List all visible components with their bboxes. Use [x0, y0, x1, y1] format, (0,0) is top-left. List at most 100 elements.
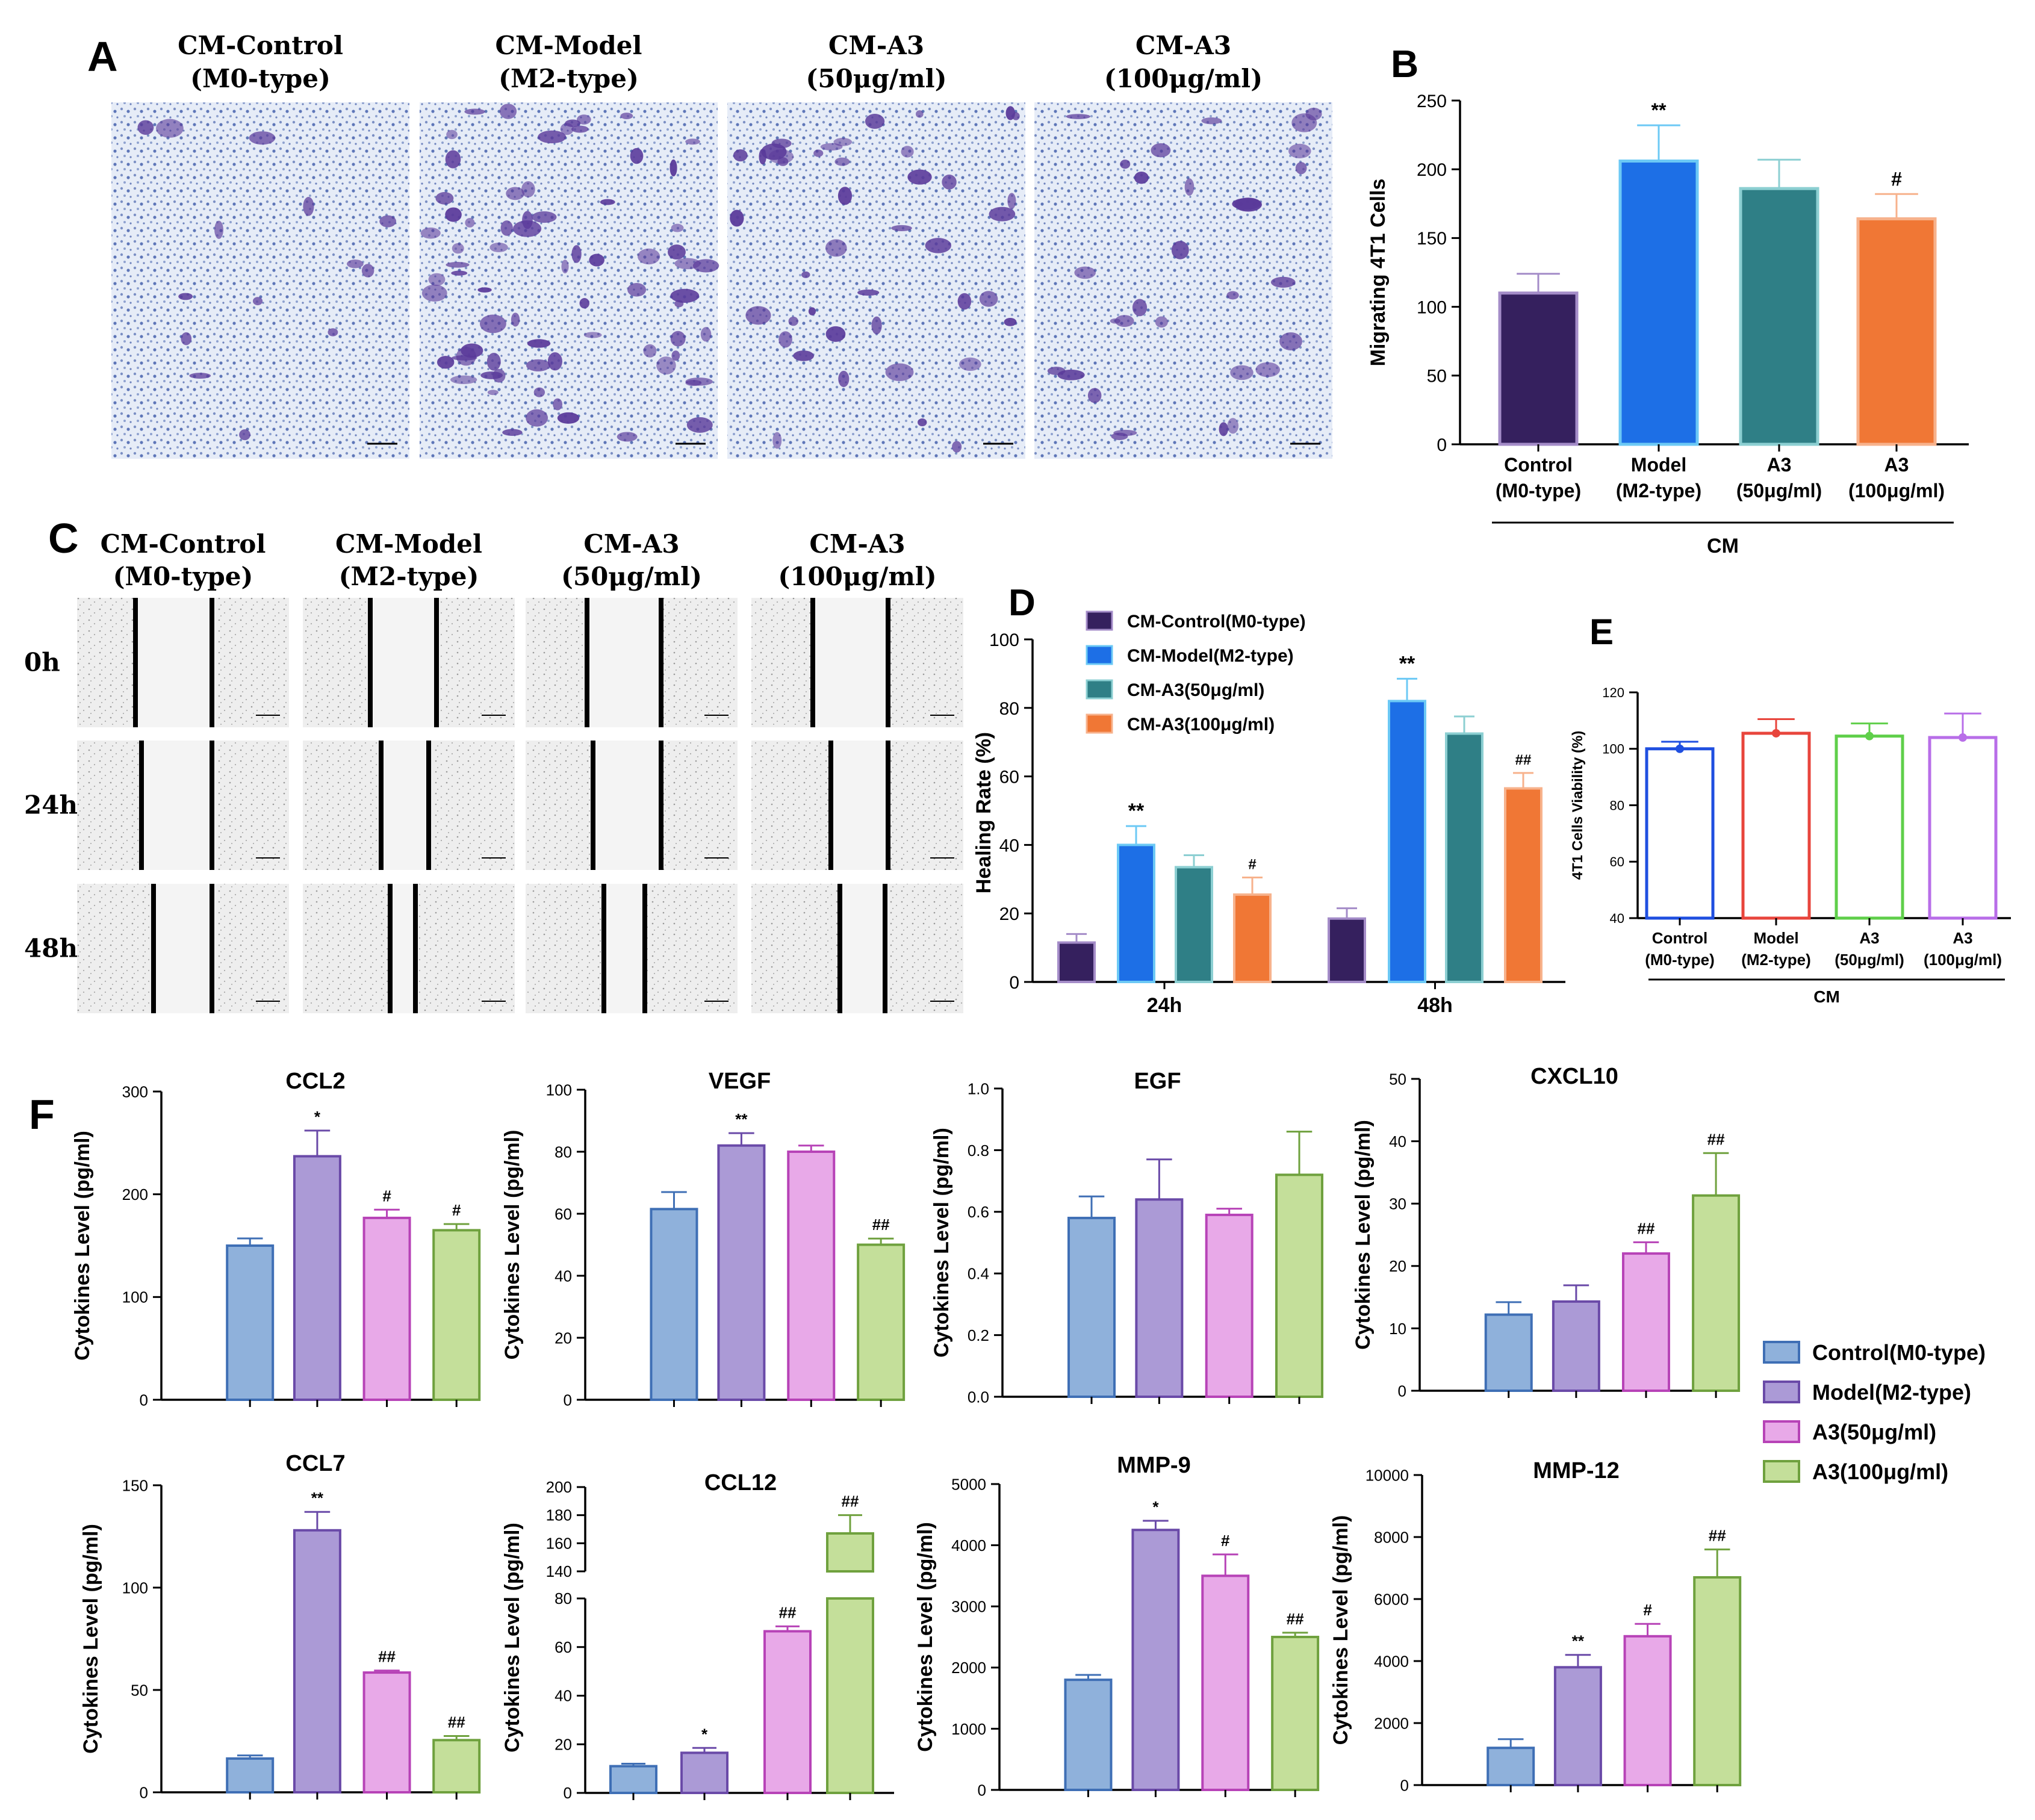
- wound-gap: [595, 741, 659, 870]
- group-label: CM: [1707, 535, 1739, 557]
- wound-edge-line: [426, 741, 431, 870]
- wound-gap: [606, 884, 643, 1013]
- y-tick-label: 80: [555, 1143, 572, 1161]
- stained-cell: [465, 218, 475, 228]
- panel-a-micrographs: CM-Control (M0-type) CM-Model (M2-type) CM-A…: [111, 31, 1332, 459]
- stained-cell: [565, 119, 581, 127]
- stained-cell: [778, 331, 792, 348]
- chart-F4: 0 10 20 30 40 50 Cytokines Level (pg/ml) CXCL10…: [1352, 1064, 1741, 1400]
- stained-cell: [1184, 178, 1195, 196]
- significance-mark: *: [1152, 1498, 1159, 1516]
- panel-c-label-line1: CM-Control: [101, 529, 266, 559]
- bar: [1328, 917, 1366, 983]
- stained-cell: [487, 390, 499, 396]
- stained-cell: [502, 429, 523, 436]
- y-axis-label: Cytokines Level (pg/ml): [71, 1131, 94, 1361]
- panel-letter-b: B: [1391, 42, 1418, 85]
- y-axis-label: Cytokines Level (pg/ml): [914, 1522, 937, 1752]
- y-tick-label: 6000: [1374, 1590, 1409, 1608]
- stained-cell: [577, 114, 591, 125]
- wound-edge-line: [368, 598, 373, 727]
- significance-mark: *: [314, 1108, 321, 1126]
- stained-cell: [1305, 107, 1322, 120]
- legend-label: A3(50μg/ml): [1812, 1420, 1936, 1444]
- bar: [1553, 1666, 1602, 1787]
- y-axis-label: Cytokines Level (pg/ml): [79, 1524, 102, 1754]
- stained-cell: [825, 326, 846, 342]
- y-tick-label: 50: [131, 1681, 148, 1699]
- wound-edge-line: [886, 741, 890, 870]
- stained-cell: [1151, 143, 1171, 158]
- y-tick-label: 0: [1398, 1382, 1406, 1400]
- stained-cell: [1005, 106, 1015, 120]
- y-axis-label: Cytokines Level (pg/ml): [501, 1523, 524, 1753]
- chart-title: CCL2: [285, 1069, 345, 1094]
- x-tick-label: A3: [1767, 454, 1792, 476]
- stained-cell: [989, 207, 1016, 222]
- stained-cell: [825, 239, 847, 257]
- chart-title: MMP-12: [1533, 1458, 1620, 1483]
- x-tick-label: (M0-type): [1496, 480, 1581, 502]
- y-axis-label: Healing Rate (%): [972, 732, 995, 893]
- y-tick-label: 60: [555, 1638, 572, 1656]
- stained-cell: [901, 146, 914, 158]
- bar: [432, 1229, 481, 1402]
- bar: [1064, 1679, 1113, 1792]
- stained-cell: [670, 331, 686, 347]
- stained-cell: [181, 332, 192, 346]
- panel-c-row-label: 24h: [24, 790, 78, 820]
- micrograph-image: [420, 102, 718, 459]
- wound-edge-line: [413, 884, 418, 1013]
- panel-a-label-line2: (100μg/ml): [1104, 64, 1263, 93]
- significance-mark: ##: [1709, 1527, 1726, 1545]
- y-tick-label: 20: [999, 904, 1019, 924]
- chart-F3: 0.0 0.2 0.4 0.6 0.8 1.0 Cytokines Level (pg/ml…: [930, 1069, 1324, 1406]
- stained-cell: [437, 356, 455, 369]
- wound-edge-line: [659, 598, 663, 727]
- stained-cell: [1219, 422, 1228, 436]
- stained-cell: [685, 138, 700, 145]
- significance-mark: **: [735, 1110, 748, 1128]
- stained-cell: [249, 131, 276, 145]
- bar: [1445, 732, 1484, 983]
- wound-edge-line: [388, 884, 393, 1013]
- stained-cell: [445, 207, 462, 222]
- panel-c-label-line1: CM-A3: [809, 529, 905, 559]
- panel-c-row-label: 0h: [24, 648, 60, 677]
- bar: [826, 1532, 874, 1573]
- x-tick-label: A3: [1884, 454, 1909, 476]
- stained-cell: [486, 352, 501, 371]
- x-tick-label: Control: [1504, 454, 1573, 476]
- x-tick-label: (50μg/ml): [1736, 480, 1822, 502]
- y-tick-label: 1000: [951, 1720, 986, 1738]
- y-tick-label: 0: [564, 1784, 572, 1802]
- stained-cell: [1120, 160, 1131, 169]
- wound-gap: [143, 741, 210, 870]
- wound-edge-line: [379, 741, 384, 870]
- y-tick-label: 8000: [1374, 1528, 1409, 1546]
- stained-cell: [686, 417, 713, 433]
- stained-cell: [907, 169, 932, 185]
- bar: [226, 1244, 275, 1401]
- chart-F7: 0 1000 2000 3000 4000 5000 Cytokines Level (pg…: [914, 1453, 1320, 1799]
- panel-c-label-line1: CM-Model: [335, 529, 482, 559]
- stained-cell: [808, 307, 816, 315]
- wound-gap: [589, 598, 659, 727]
- wound-edge-line: [210, 884, 214, 1013]
- panel-c-label-line1: CM-A3: [583, 529, 679, 559]
- stained-cell: [813, 149, 824, 157]
- stained-cell: [561, 259, 569, 274]
- y-tick-label: 120: [1602, 685, 1624, 700]
- y-tick-label: 40: [1389, 1132, 1406, 1151]
- legend-swatch: [1086, 713, 1113, 734]
- y-tick-label: 30: [1389, 1195, 1406, 1213]
- stained-cell: [837, 187, 853, 205]
- stained-cell: [450, 375, 477, 384]
- stained-cell: [500, 220, 513, 236]
- y-tick-label: 50: [1427, 367, 1447, 387]
- stained-cell: [979, 291, 998, 307]
- legend-swatch: [1763, 1460, 1800, 1483]
- stained-cell: [214, 220, 223, 239]
- stained-cell: [571, 245, 582, 263]
- bar: [787, 1151, 836, 1401]
